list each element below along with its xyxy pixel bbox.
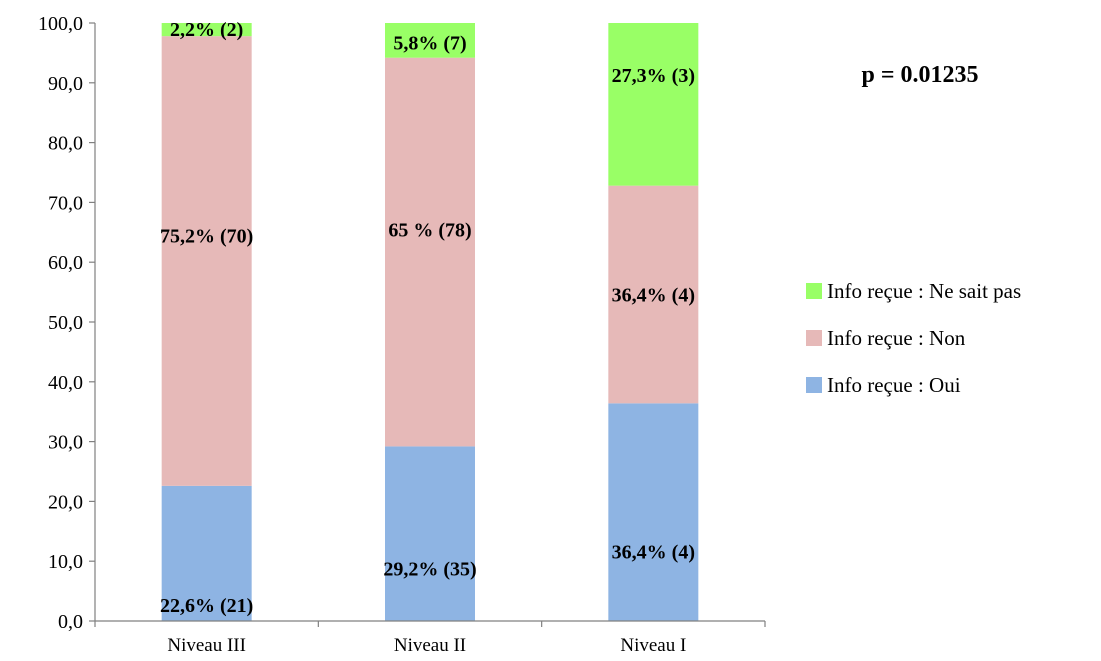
bar-segment bbox=[161, 23, 252, 37]
bar-segment bbox=[385, 23, 475, 58]
x-category-label: Niveau II bbox=[394, 635, 466, 656]
data-labels-group: 22,6% (21) 75,2% (70) 2,2% (2) 29,2% (35) 65… bbox=[160, 19, 695, 617]
y-ticks-group: 0,0 10,0 20,0 30,0 40,0 50,0 60,0 70,0 80,0 90,0 1… bbox=[38, 13, 95, 633]
y-tick-label: 50,0 bbox=[48, 312, 83, 334]
data-label: 65 % (78) bbox=[388, 219, 471, 241]
legend: Info reçue : Ne sait pas Info reçue : Non… bbox=[806, 279, 1021, 397]
data-label: 22,6% (21) bbox=[160, 595, 253, 617]
bar-segment bbox=[385, 57, 475, 447]
legend-label: Info reçue : Oui bbox=[827, 373, 961, 397]
data-label: 5,8% (7) bbox=[393, 33, 466, 55]
bar-segment bbox=[161, 36, 252, 486]
data-label: 36,4% (4) bbox=[612, 541, 695, 563]
y-tick-label: 40,0 bbox=[48, 372, 83, 394]
y-tick-label: 80,0 bbox=[48, 133, 83, 155]
x-category-label: Niveau III bbox=[167, 635, 246, 656]
data-label: 29,2% (35) bbox=[383, 559, 476, 581]
bar-segment bbox=[608, 23, 699, 186]
y-tick-label: 60,0 bbox=[48, 252, 83, 274]
bar-segment bbox=[608, 185, 699, 404]
bar-segment bbox=[385, 446, 475, 621]
x-category-label: Niveau I bbox=[620, 635, 686, 656]
y-tick-label: 10,0 bbox=[48, 551, 83, 573]
y-tick-label: 70,0 bbox=[48, 192, 83, 214]
bar-segment bbox=[161, 485, 252, 621]
data-label: 75,2% (70) bbox=[160, 225, 253, 247]
x-labels-group: Niveau III Niveau II Niveau I bbox=[94, 621, 766, 656]
legend-label: Info reçue : Non bbox=[827, 326, 966, 350]
legend-label: Info reçue : Ne sait pas bbox=[827, 279, 1021, 303]
legend-swatch bbox=[806, 283, 822, 299]
bar-segment bbox=[608, 403, 699, 621]
p-value-annotation: p = 0.01235 bbox=[861, 62, 978, 88]
y-tick-label: 0,0 bbox=[58, 611, 83, 633]
y-tick-label: 20,0 bbox=[48, 491, 83, 513]
y-tick-label: 100,0 bbox=[38, 13, 83, 35]
data-label: 2,2% (2) bbox=[170, 19, 243, 41]
data-label: 36,4% (4) bbox=[612, 284, 695, 306]
legend-swatch bbox=[806, 330, 822, 346]
data-label: 27,3% (3) bbox=[612, 65, 695, 87]
bars-group bbox=[161, 23, 699, 621]
y-tick-label: 30,0 bbox=[48, 432, 83, 454]
legend-swatch bbox=[806, 377, 822, 393]
y-tick-label: 90,0 bbox=[48, 73, 83, 95]
